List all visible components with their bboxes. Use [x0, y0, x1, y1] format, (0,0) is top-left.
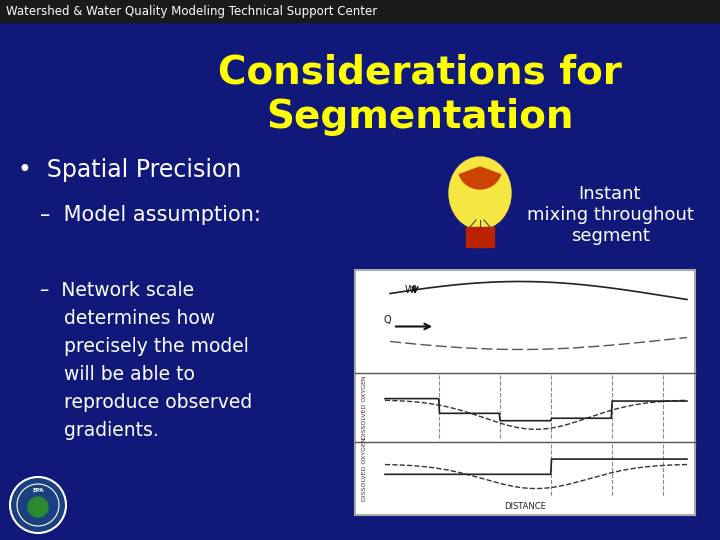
Text: Q: Q [383, 314, 391, 325]
Text: –  Network scale
    determines how
    precisely the model
    will be able to
: – Network scale determines how precisely… [40, 280, 252, 440]
Ellipse shape [449, 157, 511, 229]
Text: Considerations for
Segmentation: Considerations for Segmentation [218, 54, 622, 136]
Text: DISSOLVED OXYGEN: DISSOLVED OXYGEN [362, 375, 367, 439]
Text: DISSOLVED OXYGEN: DISSOLVED OXYGEN [362, 437, 367, 501]
Text: –  Model assumption:: – Model assumption: [40, 205, 261, 225]
Circle shape [28, 497, 48, 517]
Bar [355, 270, 695, 515]
Text: DISTANCE: DISTANCE [504, 502, 546, 511]
Text: Instant
mixing throughout
segment: Instant mixing throughout segment [526, 185, 693, 245]
Text: EPA: EPA [32, 489, 44, 494]
Text: Watershed & Water Quality Modeling Technical Support Center: Watershed & Water Quality Modeling Techn… [6, 4, 377, 17]
Bar [0, 0, 720, 22]
Text: •  Spatial Precision: • Spatial Precision [18, 158, 241, 182]
Text: W: W [405, 285, 415, 295]
Wedge shape [459, 167, 500, 189]
Circle shape [10, 477, 66, 533]
Bar [466, 227, 494, 247]
